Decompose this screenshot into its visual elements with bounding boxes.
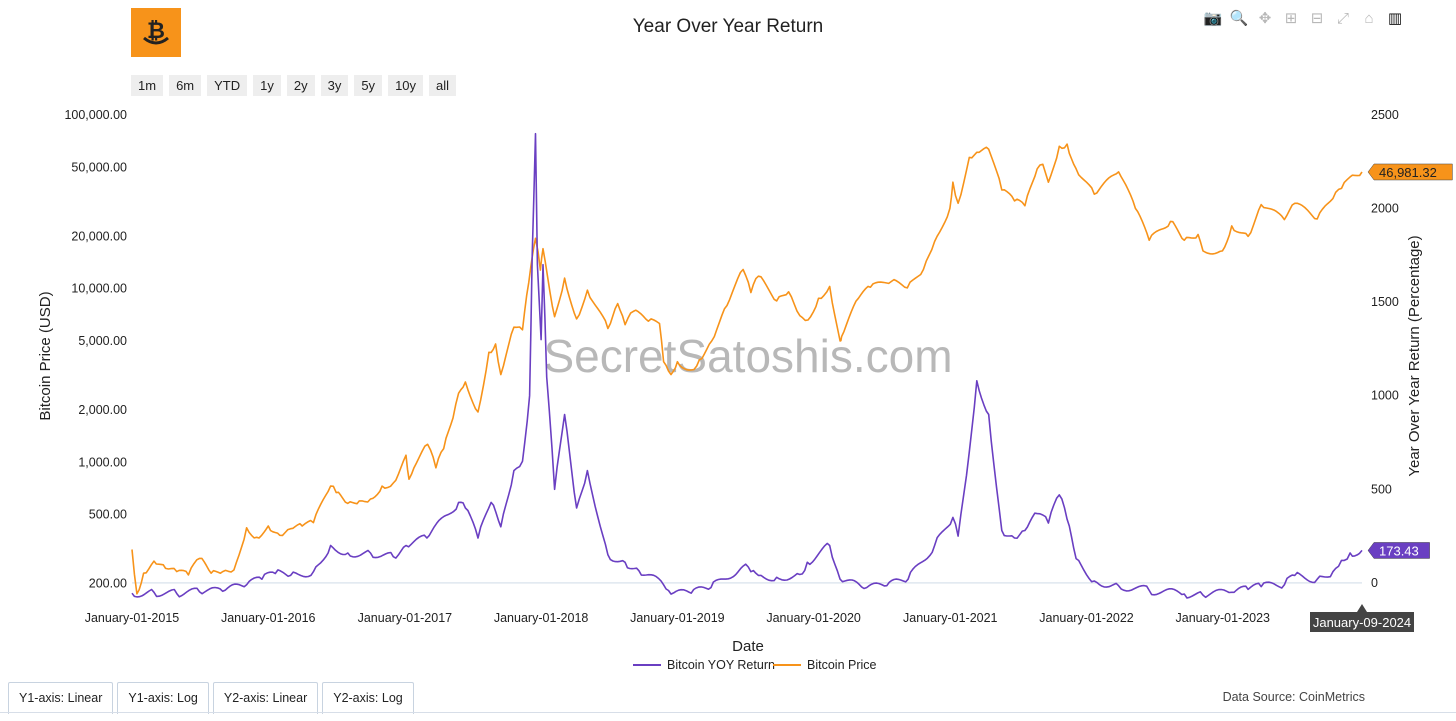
x-tick-label: January-01-2023 xyxy=(1176,611,1271,625)
range-button-2y[interactable]: 2y xyxy=(286,75,315,96)
last-yoy-label: 173.43 xyxy=(1379,543,1419,558)
yoy-series-line xyxy=(131,132,1363,599)
y-tick-label: 5,000.00 xyxy=(78,334,127,348)
chart-title: Year Over Year Return xyxy=(632,16,824,37)
tab-y2-axis-linear[interactable]: Y2-axis: Linear xyxy=(212,682,319,714)
legend-item-price[interactable]: Bitcoin Price xyxy=(807,658,877,672)
x-tick-label: January-01-2018 xyxy=(494,611,589,625)
last-price-label-bg xyxy=(1367,163,1453,181)
autoscale-icon[interactable]: ⤢ xyxy=(1336,9,1349,27)
x-tick-label: January-01-2021 xyxy=(903,611,998,625)
range-button-1m[interactable]: 1m xyxy=(131,75,164,96)
pan-icon[interactable]: ✥ xyxy=(1258,10,1272,27)
zoom-icon[interactable]: 🔍 xyxy=(1229,10,1249,27)
x-tick-label: January-01-2022 xyxy=(1039,611,1134,625)
y-tick-label: 1,000.00 xyxy=(78,455,127,469)
y-tick-label: 20,000.00 xyxy=(71,229,127,243)
home-icon[interactable]: ⌂ xyxy=(1364,9,1374,27)
y-tick-label: 100,000.00 xyxy=(64,108,127,122)
tab-y1-axis-log[interactable]: Y1-axis: Log xyxy=(117,682,209,714)
x-axis-title: Date xyxy=(732,638,764,655)
range-button-1y[interactable]: 1y xyxy=(253,75,281,96)
y2-tick-label: 1000 xyxy=(1371,389,1399,403)
tab-y1-axis-linear[interactable]: Y1-axis: Linear xyxy=(8,682,114,714)
x-tick-label: January-01-2015 xyxy=(85,611,180,625)
data-source: Data Source: CoinMetrics xyxy=(1222,690,1365,704)
tab-y2-axis-log[interactable]: Y2-axis: Log xyxy=(322,682,414,714)
zoom-out-icon[interactable]: ⊟ xyxy=(1310,10,1324,27)
range-button-10y[interactable]: 10y xyxy=(388,75,424,96)
divider xyxy=(0,712,1456,713)
range-button-ytd[interactable]: YTD xyxy=(207,75,248,96)
range-button-5y[interactable]: 5y xyxy=(354,75,383,96)
bitcoin-logo-icon: ₿ xyxy=(143,18,169,44)
zoom-in-icon[interactable]: ⊞ xyxy=(1284,10,1298,27)
y-tick-label: 500.00 xyxy=(89,508,127,522)
watermark: SecretSatoshis.com xyxy=(543,330,952,382)
bitcoin-smile-logo: ₿ xyxy=(131,8,181,57)
last-yoy-label-bg xyxy=(1367,542,1430,559)
y2-tick-label: 2000 xyxy=(1371,202,1399,216)
price-series-line xyxy=(131,143,1363,595)
range-selector: 1m 6m YTD 1y 2y 3y 5y 10y all xyxy=(131,75,457,96)
chart-modebar: 📷 🔍 ✥ ⊞ ⊟ ⤢ ⌂ ▥ xyxy=(1200,8,1408,28)
hover-date-bg xyxy=(1310,604,1414,632)
range-button-all[interactable]: all xyxy=(429,75,457,96)
legend-item-yoy[interactable]: Bitcoin YOY Return xyxy=(667,658,775,672)
camera-icon[interactable]: 📷 xyxy=(1203,10,1223,27)
y-tick-label: 2,000.00 xyxy=(78,403,127,417)
y2-tick-label: 0 xyxy=(1371,576,1378,590)
range-button-3y[interactable]: 3y xyxy=(320,75,349,96)
hover-date-label: January-09-2024 xyxy=(1313,615,1411,630)
last-price-label: 46,981.32 xyxy=(1379,165,1437,180)
y2-tick-label: 500 xyxy=(1371,482,1392,496)
y-tick-label: 50,000.00 xyxy=(71,160,127,174)
y2-tick-label: 2500 xyxy=(1371,108,1399,122)
y2-tick-label: 1500 xyxy=(1371,295,1399,309)
range-button-6m[interactable]: 6m xyxy=(169,75,202,96)
x-tick-label: January-01-2019 xyxy=(630,611,725,625)
plotly-logo-icon[interactable]: ▥ xyxy=(1387,10,1403,27)
y-axis-title: Bitcoin Price (USD) xyxy=(37,291,54,420)
x-tick-label: January-01-2017 xyxy=(358,611,453,625)
x-tick-label: January-01-2016 xyxy=(221,611,316,625)
y2-axis-title: Year Over Year Return (Percentage) xyxy=(1406,235,1423,476)
svg-text:₿: ₿ xyxy=(147,18,165,43)
y-tick-label: 10,000.00 xyxy=(71,282,127,296)
axis-scale-tabs: Y1-axis: Linear Y1-axis: Log Y2-axis: Line… xyxy=(8,682,414,714)
y-tick-label: 200.00 xyxy=(89,577,127,591)
x-tick-label: January-01-2020 xyxy=(766,611,861,625)
